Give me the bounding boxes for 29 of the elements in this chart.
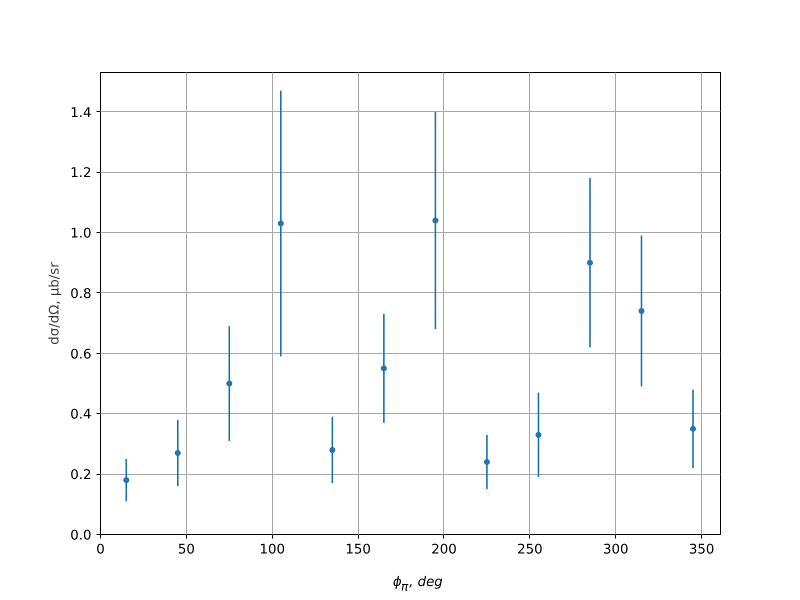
y-tick-label: 0.4 bbox=[70, 408, 92, 423]
point bbox=[586, 260, 593, 266]
y-tick-label: 0.8 bbox=[70, 286, 92, 302]
point bbox=[638, 308, 644, 314]
point bbox=[380, 365, 387, 372]
point bbox=[278, 220, 284, 226]
y-tick-label: 0.2 bbox=[70, 468, 92, 484]
point bbox=[484, 459, 490, 466]
x-tick-label: 100 bbox=[260, 542, 285, 558]
y-tick-label: 0.0 bbox=[70, 528, 92, 544]
point bbox=[432, 217, 438, 224]
y-tick-label: 1.0 bbox=[70, 226, 92, 242]
point bbox=[123, 477, 130, 484]
x-tick-label: 0 bbox=[96, 542, 105, 558]
point bbox=[226, 380, 232, 387]
x-tick-label: 300 bbox=[603, 542, 628, 558]
point bbox=[535, 432, 542, 438]
y-tick-label: 1.4 bbox=[70, 106, 92, 121]
x-tick-label: 350 bbox=[688, 542, 714, 558]
point bbox=[690, 426, 696, 432]
point bbox=[329, 446, 336, 453]
x-tick-label: 50 bbox=[178, 542, 195, 558]
x-tick-label: 150 bbox=[345, 542, 371, 558]
x-tick-label: 200 bbox=[431, 542, 457, 558]
point bbox=[174, 450, 181, 456]
y-axis-title: dσ/dΩ, μb/sr bbox=[47, 262, 62, 345]
y-tick-label: 1.2 bbox=[70, 166, 92, 182]
y-tick-label: 0.6 bbox=[70, 347, 92, 362]
x-tick-label: 250 bbox=[517, 542, 543, 558]
